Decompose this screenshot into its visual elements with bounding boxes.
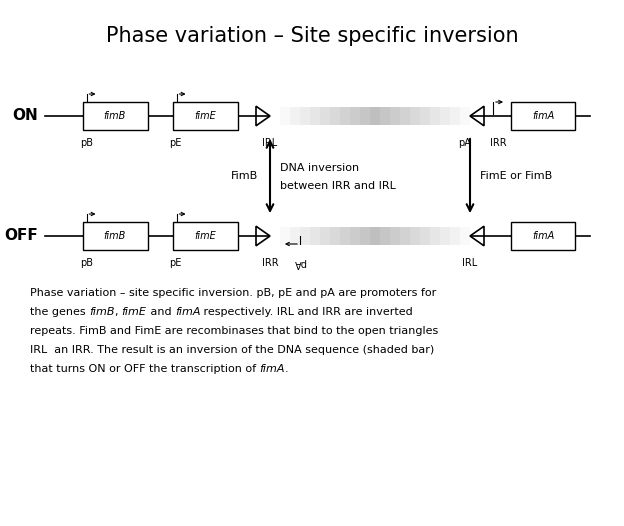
Bar: [300, 227, 310, 245]
Bar: [460, 227, 470, 245]
Text: fimB: fimB: [104, 231, 126, 241]
Text: respectively. IRL and IRR are inverted: respectively. IRL and IRR are inverted: [200, 307, 413, 317]
Text: fimA: fimA: [532, 111, 554, 121]
Bar: [420, 227, 430, 245]
Bar: [400, 227, 410, 245]
Text: pA: pA: [459, 138, 472, 148]
Bar: [310, 107, 320, 125]
Text: pB: pB: [80, 138, 94, 148]
Bar: [440, 107, 450, 125]
Bar: [172, 222, 238, 250]
Text: pE: pE: [169, 258, 181, 268]
Text: FimB: FimB: [231, 171, 258, 181]
Text: fimE: fimE: [194, 231, 216, 241]
Bar: [511, 222, 575, 250]
Text: pB: pB: [80, 258, 94, 268]
Bar: [310, 227, 320, 245]
Text: FimE or FimB: FimE or FimB: [480, 171, 552, 181]
Bar: [511, 102, 575, 130]
Text: fimA: fimA: [175, 307, 200, 317]
Text: ,: ,: [115, 307, 122, 317]
Bar: [340, 227, 350, 245]
Bar: [320, 107, 330, 125]
Text: OFF: OFF: [4, 228, 38, 244]
Text: pE: pE: [169, 138, 181, 148]
Bar: [350, 107, 360, 125]
Text: pA: pA: [293, 258, 306, 268]
Bar: [270, 227, 280, 245]
Text: the genes: the genes: [30, 307, 89, 317]
Bar: [380, 107, 390, 125]
Bar: [360, 107, 370, 125]
Bar: [340, 107, 350, 125]
Bar: [350, 227, 360, 245]
Bar: [370, 107, 380, 125]
Bar: [270, 107, 280, 125]
Bar: [320, 227, 330, 245]
Bar: [380, 227, 390, 245]
Text: fimA: fimA: [260, 364, 285, 374]
Text: IRL: IRL: [262, 138, 278, 148]
Text: IRL: IRL: [462, 258, 477, 268]
Text: Phase variation – site specific inversion. pB, pE and pA are promoters for: Phase variation – site specific inversio…: [30, 288, 436, 298]
Bar: [82, 102, 147, 130]
Bar: [390, 107, 400, 125]
Bar: [280, 227, 290, 245]
Bar: [390, 227, 400, 245]
Bar: [330, 107, 340, 125]
Bar: [360, 227, 370, 245]
Text: fimA: fimA: [532, 231, 554, 241]
Bar: [290, 227, 300, 245]
Bar: [450, 107, 460, 125]
Bar: [420, 107, 430, 125]
Text: and: and: [147, 307, 175, 317]
Bar: [300, 107, 310, 125]
Bar: [460, 107, 470, 125]
Bar: [370, 227, 380, 245]
Bar: [430, 227, 440, 245]
Bar: [270, 227, 470, 245]
Text: fimE: fimE: [194, 111, 216, 121]
Text: .: .: [285, 364, 289, 374]
Bar: [430, 107, 440, 125]
Bar: [410, 107, 420, 125]
Bar: [330, 227, 340, 245]
Bar: [82, 222, 147, 250]
Bar: [400, 107, 410, 125]
Bar: [440, 227, 450, 245]
Bar: [172, 102, 238, 130]
Bar: [450, 227, 460, 245]
Text: that turns ON or OFF the transcription of: that turns ON or OFF the transcription o…: [30, 364, 260, 374]
Text: repeats. FimB and FimE are recombinases that bind to the open triangles: repeats. FimB and FimE are recombinases …: [30, 326, 438, 336]
Bar: [270, 107, 470, 125]
Text: Phase variation – Site specific inversion: Phase variation – Site specific inversio…: [105, 26, 519, 46]
Text: fimB: fimB: [89, 307, 115, 317]
Bar: [290, 107, 300, 125]
Bar: [410, 227, 420, 245]
Text: between IRR and IRL: between IRR and IRL: [280, 181, 396, 191]
Text: DNA inversion: DNA inversion: [280, 163, 359, 173]
Text: ON: ON: [12, 108, 38, 124]
Text: fimE: fimE: [122, 307, 147, 317]
Text: IRL  an IRR. The result is an inversion of the DNA sequence (shaded bar): IRL an IRR. The result is an inversion o…: [30, 345, 434, 355]
Bar: [280, 107, 290, 125]
Text: IRR: IRR: [490, 138, 507, 148]
Text: fimB: fimB: [104, 111, 126, 121]
Text: IRR: IRR: [261, 258, 278, 268]
